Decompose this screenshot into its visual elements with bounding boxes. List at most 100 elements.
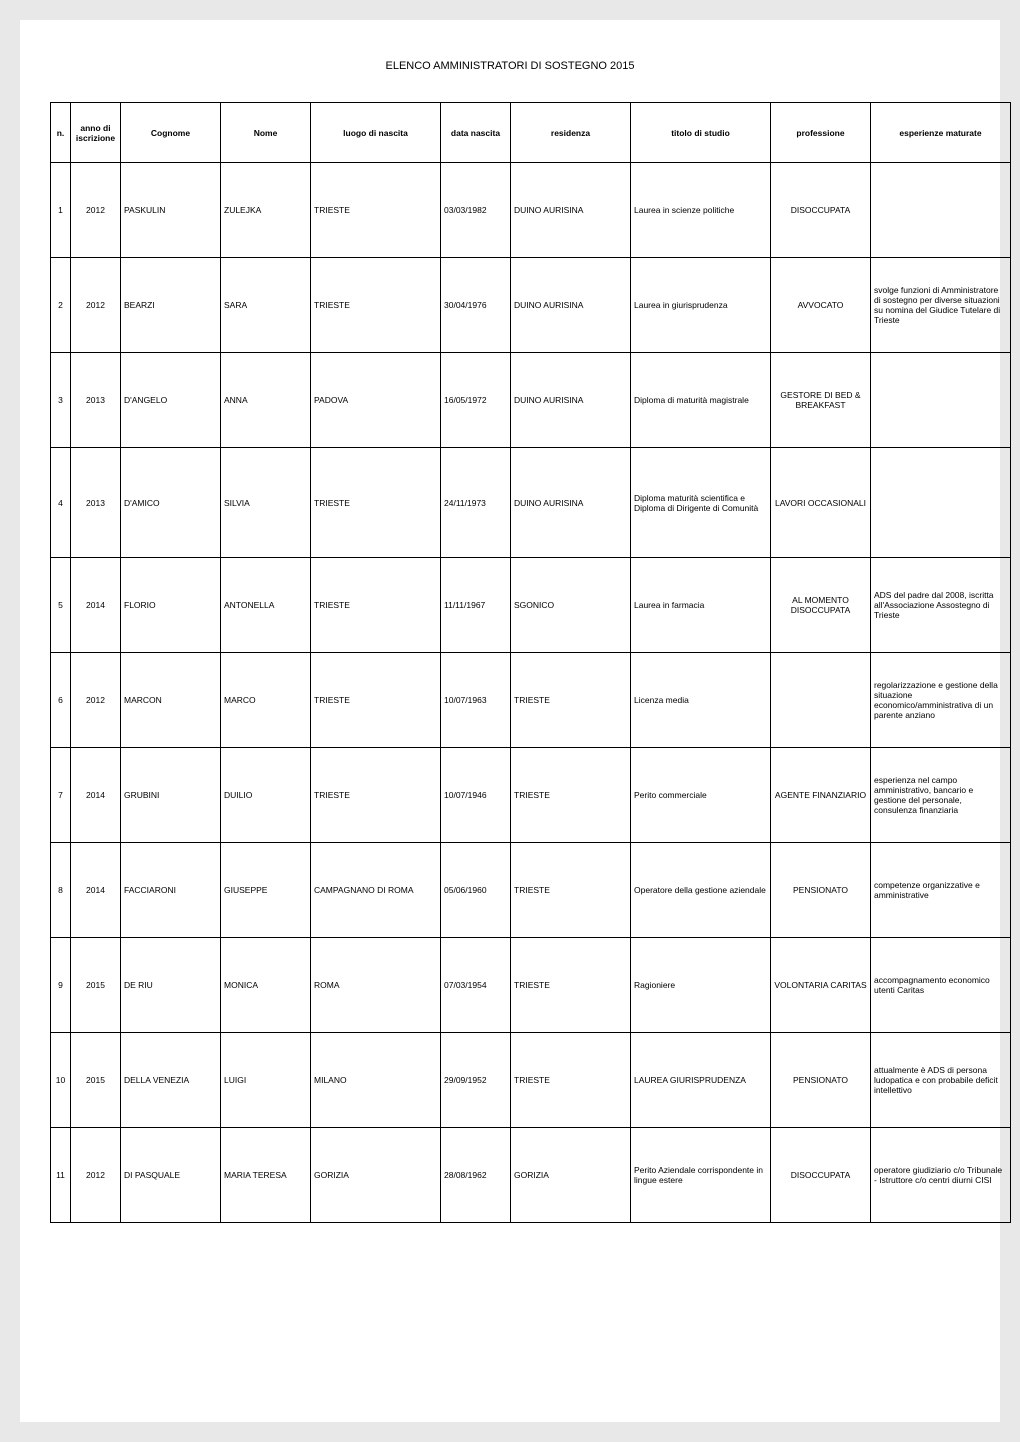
- col-header-titolo: titolo di studio: [631, 103, 771, 163]
- cell-n: 6: [51, 653, 71, 748]
- cell-residenza: DUINO AURISINA: [511, 163, 631, 258]
- document-title: ELENCO AMMINISTRATORI DI SOSTEGNO 2015: [50, 60, 970, 72]
- cell-cognome: GRUBINI: [121, 748, 221, 843]
- cell-anno: 2015: [71, 1033, 121, 1128]
- cell-residenza: DUINO AURISINA: [511, 448, 631, 558]
- cell-data: 10/07/1963: [441, 653, 511, 748]
- cell-luogo: PADOVA: [311, 353, 441, 448]
- table-body: 12012PASKULINZULEJKATRIESTE03/03/1982DUI…: [51, 163, 1011, 1223]
- col-header-residenza: residenza: [511, 103, 631, 163]
- col-header-professione: professione: [771, 103, 871, 163]
- cell-data: 03/03/1982: [441, 163, 511, 258]
- cell-titolo: Laurea in giurisprudenza: [631, 258, 771, 353]
- cell-esperienze: attualmente è ADS di persona ludopatica …: [871, 1033, 1011, 1128]
- cell-data: 30/04/1976: [441, 258, 511, 353]
- cell-professione: AVVOCATO: [771, 258, 871, 353]
- cell-cognome: FACCIARONI: [121, 843, 221, 938]
- cell-residenza: DUINO AURISINA: [511, 258, 631, 353]
- table-row: 92015DE RIUMONICAROMA07/03/1954TRIESTERa…: [51, 938, 1011, 1033]
- cell-esperienze: competenze organizzative e amministrativ…: [871, 843, 1011, 938]
- cell-nome: ANTONELLA: [221, 558, 311, 653]
- table-row: 22012BEARZISARATRIESTE30/04/1976DUINO AU…: [51, 258, 1011, 353]
- cell-luogo: TRIESTE: [311, 748, 441, 843]
- cell-anno: 2012: [71, 163, 121, 258]
- table-row: 82014FACCIARONIGIUSEPPECAMPAGNANO DI ROM…: [51, 843, 1011, 938]
- cell-esperienze: regolarizzazione e gestione della situaz…: [871, 653, 1011, 748]
- cell-esperienze: [871, 353, 1011, 448]
- cell-n: 2: [51, 258, 71, 353]
- table-row: 32013D'ANGELOANNAPADOVA16/05/1972DUINO A…: [51, 353, 1011, 448]
- cell-luogo: TRIESTE: [311, 653, 441, 748]
- cell-nome: MONICA: [221, 938, 311, 1033]
- table-row: 112012DI PASQUALEMARIA TERESAGORIZIA28/0…: [51, 1128, 1011, 1223]
- cell-titolo: Licenza media: [631, 653, 771, 748]
- cell-anno: 2012: [71, 258, 121, 353]
- cell-nome: SILVIA: [221, 448, 311, 558]
- cell-residenza: TRIESTE: [511, 1033, 631, 1128]
- cell-anno: 2013: [71, 448, 121, 558]
- cell-professione: PENSIONATO: [771, 843, 871, 938]
- cell-titolo: Diploma di maturità magistrale: [631, 353, 771, 448]
- cell-nome: SARA: [221, 258, 311, 353]
- cell-data: 16/05/1972: [441, 353, 511, 448]
- page-container: ELENCO AMMINISTRATORI DI SOSTEGNO 2015 n…: [20, 20, 1000, 1422]
- cell-professione: PENSIONATO: [771, 1033, 871, 1128]
- cell-luogo: TRIESTE: [311, 448, 441, 558]
- cell-data: 10/07/1946: [441, 748, 511, 843]
- cell-professione: GESTORE DI BED & BREAKFAST: [771, 353, 871, 448]
- cell-cognome: PASKULIN: [121, 163, 221, 258]
- cell-titolo: Perito Aziendale corrispondente in lingu…: [631, 1128, 771, 1223]
- cell-anno: 2015: [71, 938, 121, 1033]
- cell-esperienze: esperienza nel campo amministrativo, ban…: [871, 748, 1011, 843]
- cell-nome: MARCO: [221, 653, 311, 748]
- cell-titolo: Laurea in scienze politiche: [631, 163, 771, 258]
- cell-data: 24/11/1973: [441, 448, 511, 558]
- cell-esperienze: [871, 448, 1011, 558]
- cell-anno: 2014: [71, 558, 121, 653]
- cell-titolo: Ragioniere: [631, 938, 771, 1033]
- cell-esperienze: [871, 163, 1011, 258]
- cell-residenza: DUINO AURISINA: [511, 353, 631, 448]
- cell-residenza: TRIESTE: [511, 748, 631, 843]
- cell-residenza: TRIESTE: [511, 938, 631, 1033]
- cell-n: 9: [51, 938, 71, 1033]
- cell-data: 07/03/1954: [441, 938, 511, 1033]
- cell-data: 29/09/1952: [441, 1033, 511, 1128]
- cell-anno: 2014: [71, 843, 121, 938]
- cell-cognome: D'AMICO: [121, 448, 221, 558]
- cell-esperienze: accompagnamento economico utenti Caritas: [871, 938, 1011, 1033]
- cell-luogo: ROMA: [311, 938, 441, 1033]
- col-header-anno: anno di iscrizione: [71, 103, 121, 163]
- cell-luogo: GORIZIA: [311, 1128, 441, 1223]
- table-row: 12012PASKULINZULEJKATRIESTE03/03/1982DUI…: [51, 163, 1011, 258]
- cell-professione: DISOCCUPATA: [771, 1128, 871, 1223]
- cell-nome: GIUSEPPE: [221, 843, 311, 938]
- cell-anno: 2012: [71, 1128, 121, 1223]
- cell-n: 3: [51, 353, 71, 448]
- cell-titolo: LAUREA GIURISPRUDENZA: [631, 1033, 771, 1128]
- cell-titolo: Perito commerciale: [631, 748, 771, 843]
- col-header-cognome: Cognome: [121, 103, 221, 163]
- cell-residenza: GORIZIA: [511, 1128, 631, 1223]
- cell-esperienze: ADS del padre dal 2008, iscritta all'Ass…: [871, 558, 1011, 653]
- cell-n: 4: [51, 448, 71, 558]
- cell-cognome: MARCON: [121, 653, 221, 748]
- table-header: n. anno di iscrizione Cognome Nome luogo…: [51, 103, 1011, 163]
- col-header-nome: Nome: [221, 103, 311, 163]
- cell-data: 05/06/1960: [441, 843, 511, 938]
- cell-luogo: CAMPAGNANO DI ROMA: [311, 843, 441, 938]
- cell-residenza: SGONICO: [511, 558, 631, 653]
- cell-n: 7: [51, 748, 71, 843]
- cell-nome: ANNA: [221, 353, 311, 448]
- cell-n: 1: [51, 163, 71, 258]
- cell-cognome: D'ANGELO: [121, 353, 221, 448]
- cell-professione: VOLONTARIA CARITAS: [771, 938, 871, 1033]
- cell-n: 8: [51, 843, 71, 938]
- cell-cognome: DI PASQUALE: [121, 1128, 221, 1223]
- col-header-luogo: luogo di nascita: [311, 103, 441, 163]
- cell-cognome: BEARZI: [121, 258, 221, 353]
- cell-esperienze: svolge funzioni di Amministratore di sos…: [871, 258, 1011, 353]
- cell-nome: LUIGI: [221, 1033, 311, 1128]
- cell-cognome: DE RIU: [121, 938, 221, 1033]
- cell-professione: [771, 653, 871, 748]
